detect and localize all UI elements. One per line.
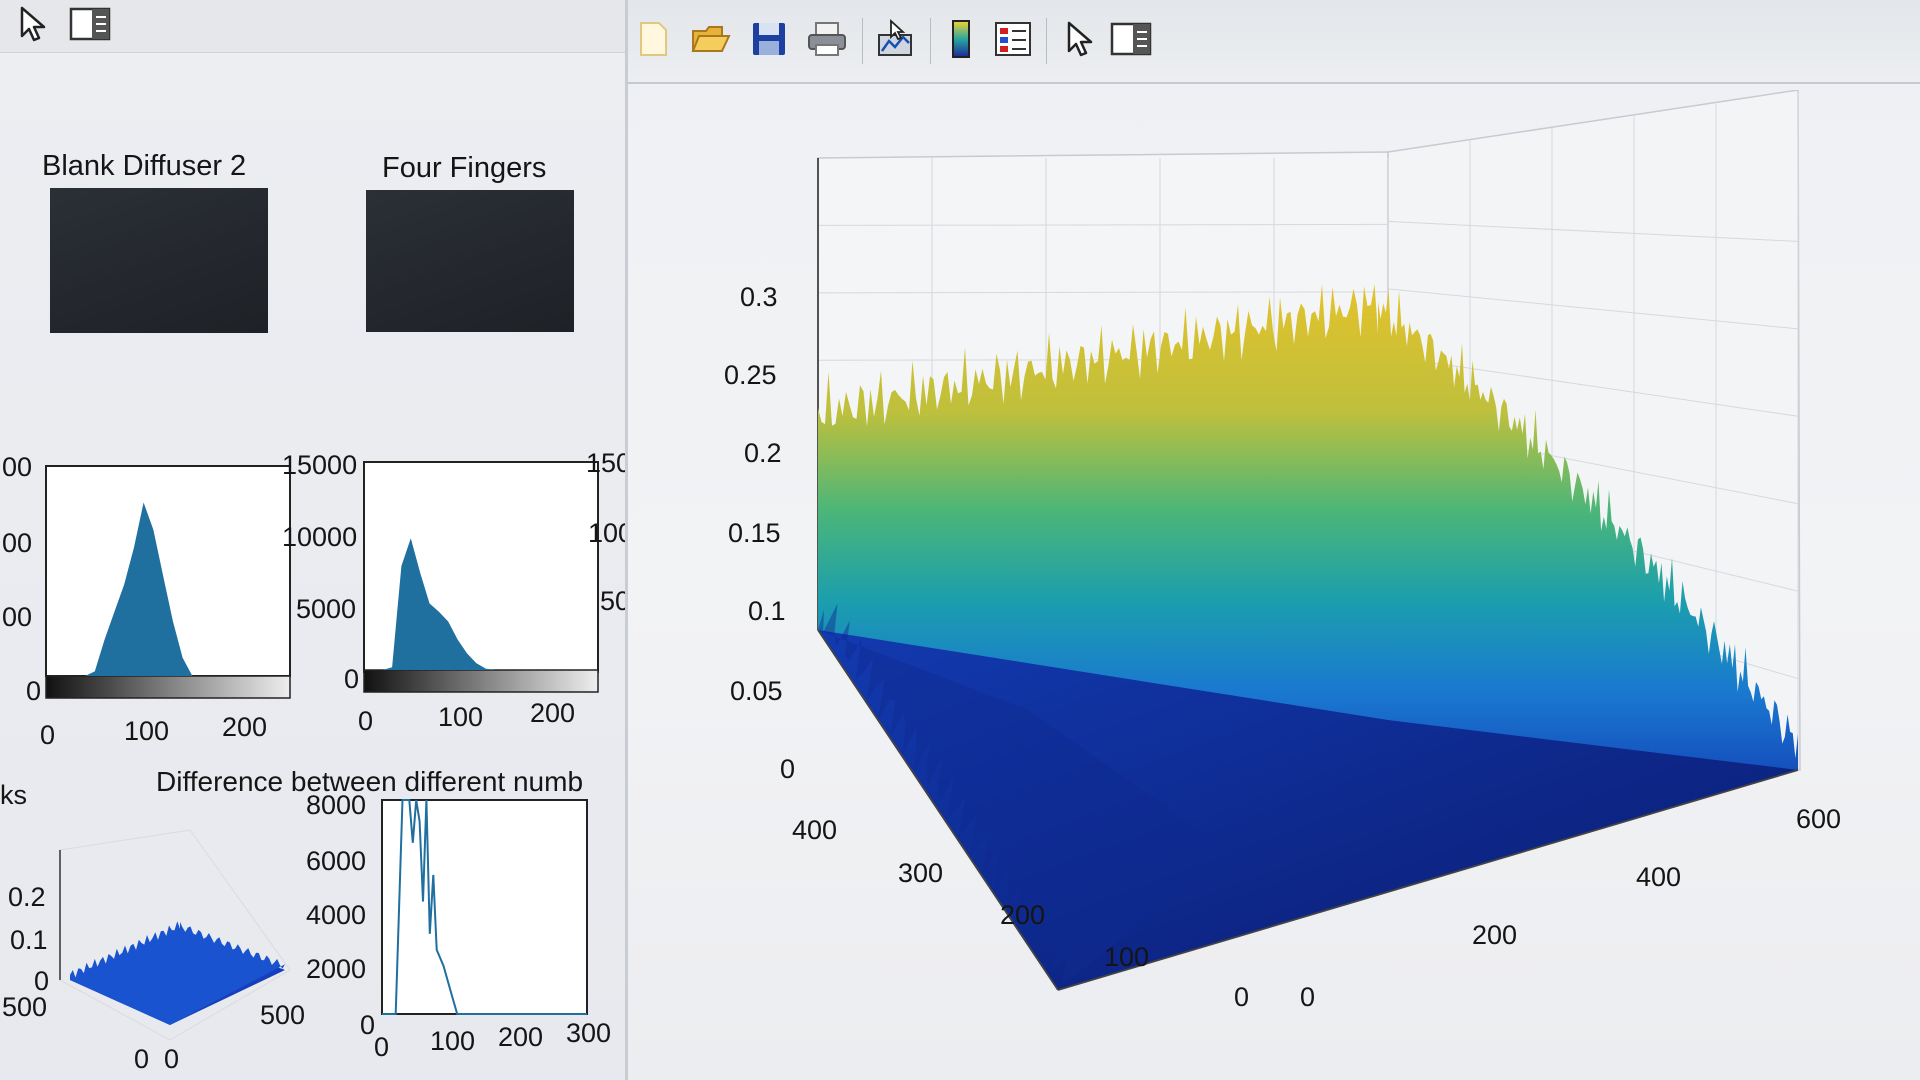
hist1-ytick: 00 [2, 452, 33, 482]
small-surface-ytick: 0 [164, 1044, 180, 1074]
main-ztick: 0.3 [740, 282, 778, 312]
new-figure-icon[interactable] [630, 16, 676, 62]
hist1-ytick: 00 [2, 528, 33, 558]
line-plot-ytick: 4000 [306, 900, 367, 930]
link-plot-icon[interactable] [872, 16, 918, 62]
histogram-2-colorbar [363, 669, 599, 693]
main-ztick: 0 [780, 754, 796, 784]
main-ztick: 0.25 [724, 360, 777, 390]
main-left-axis-tick: 200 [1000, 900, 1046, 930]
line-plot-xtick: 0 [374, 1032, 390, 1062]
line-plot-xtick: 200 [498, 1022, 544, 1052]
histogram-1-colorbar [45, 675, 291, 699]
main-right-axis-tick: 0 [1300, 982, 1316, 1012]
property-inspector-icon[interactable] [68, 4, 112, 44]
property-inspector-icon[interactable] [1108, 16, 1154, 62]
small-surface-ztick: 0.2 [8, 882, 46, 912]
hist2-ytick: 0 [344, 664, 360, 694]
line-plot-title: Difference between different numb [156, 766, 584, 797]
main-right-axis-tick: 600 [1796, 804, 1842, 834]
print-icon[interactable] [804, 16, 850, 62]
small-surface-axes [59, 829, 291, 1041]
small-surface-ztick: 0 [34, 966, 50, 996]
insert-legend-icon[interactable] [990, 16, 1036, 62]
left-figure-toolbar [0, 0, 625, 53]
image-title-four-fingers: Four Fingers [382, 152, 547, 184]
hist1-xtick: 100 [124, 716, 170, 746]
main-right-axis-tick: 200 [1472, 920, 1518, 950]
line-plot-ytick: 2000 [306, 954, 367, 984]
hist2-ytick: 5000 [296, 594, 357, 624]
hist2-ytick: 15000 [282, 450, 358, 480]
line-plot-ytick: 8000 [306, 790, 367, 820]
insert-colorbar-icon[interactable] [938, 16, 984, 62]
surface-floor [818, 630, 1798, 990]
main-left-axis-tick: 300 [898, 858, 944, 888]
small-surface-ztick: 0.1 [10, 925, 48, 955]
histogram-1-axes [45, 465, 291, 699]
hist2-ytick: 10000 [282, 522, 358, 552]
open-file-icon[interactable] [688, 16, 734, 62]
hist2-xtick: 100 [438, 702, 484, 732]
small-surface-xtick: 0 [134, 1044, 150, 1074]
main-left-axis-tick: 400 [792, 815, 838, 845]
line-plot-frame [381, 799, 588, 1015]
save-icon[interactable] [746, 16, 792, 62]
line-plot-axes [381, 799, 588, 1015]
main-right-axis-tick: 400 [1636, 862, 1682, 892]
main-ztick: 0.1 [748, 596, 786, 626]
x-axis-line [1057, 769, 1799, 991]
main-left-axis-tick: 0 [1234, 982, 1250, 1012]
pointer-icon[interactable] [14, 4, 54, 44]
hist1-ytick: 0 [26, 676, 42, 706]
y-axis-line [817, 629, 1059, 991]
main-left-axis-tick: 100 [1104, 942, 1150, 972]
small-surface-xtick: 500 [2, 992, 48, 1022]
blank-diffuser-image [50, 188, 268, 333]
pointer-icon[interactable] [1056, 16, 1102, 62]
hist2-righttick: 150 [586, 448, 632, 478]
hist2-xtick: 0 [358, 706, 374, 736]
hist1-xtick: 0 [40, 720, 56, 750]
figure-toolbar [628, 0, 1920, 84]
line-plot-xtick: 300 [566, 1018, 612, 1048]
hist2-xtick: 200 [530, 698, 576, 728]
histogram-1-area [46, 502, 290, 676]
line-plot-ytick: 6000 [306, 846, 367, 876]
main-ztick: 0.2 [744, 438, 782, 468]
image-title-blank-diffuser: Blank Diffuser 2 [42, 150, 247, 182]
small-surface-ytick: 500 [260, 1000, 306, 1030]
hist1-xtick: 200 [222, 712, 268, 742]
main-ztick: 0.15 [728, 518, 781, 548]
main-ztick: 0.05 [730, 676, 783, 706]
small-surface-title-fragment: ks [0, 780, 27, 810]
line-plot-xtick: 100 [430, 1026, 476, 1056]
four-fingers-image [366, 190, 574, 332]
hist1-ytick: 00 [2, 602, 33, 632]
line-plot-ytick: 0 [360, 1010, 376, 1040]
surface-noise [818, 603, 1228, 990]
line-plot-series [382, 799, 587, 1015]
histogram-2-area [364, 538, 598, 670]
histogram-2-axes [363, 461, 599, 693]
small-surface-noise [70, 921, 285, 1025]
main-surface-axes [817, 90, 1801, 991]
pane-divider [625, 0, 628, 1080]
